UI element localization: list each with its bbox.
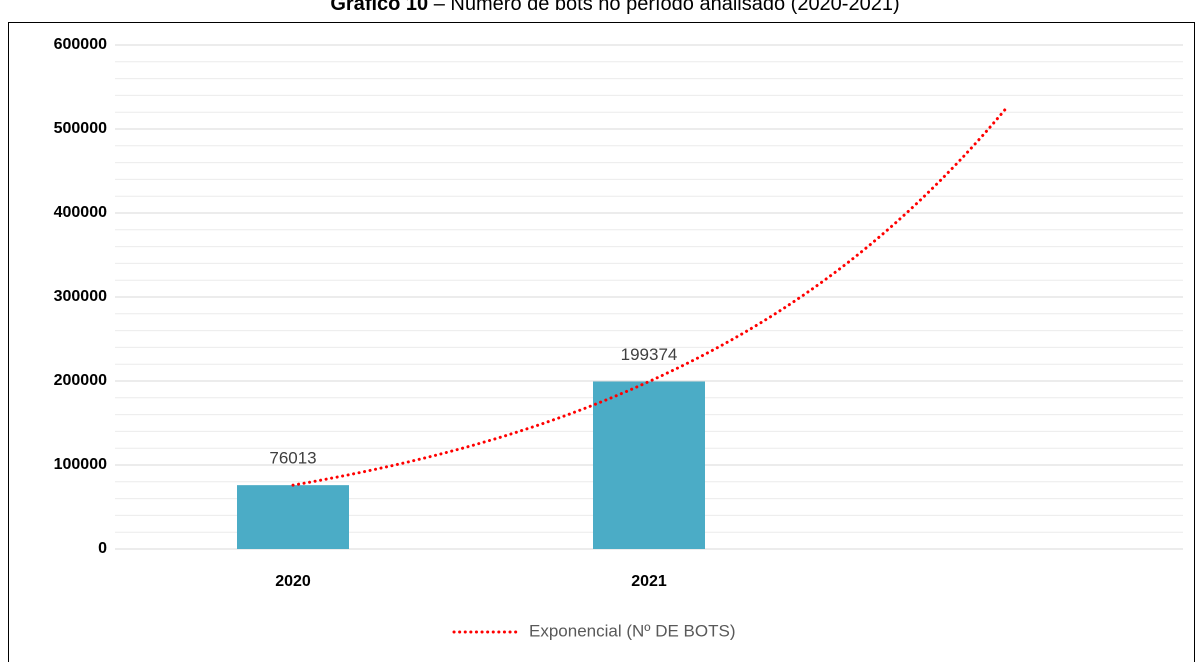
y-tick-label: 600000 — [54, 36, 107, 53]
x-tick-label: 2021 — [631, 573, 667, 590]
data-label: 199374 — [621, 345, 678, 364]
y-tick-label: 100000 — [54, 456, 107, 473]
title-prefix: Gráfico 10 — [330, 0, 428, 15]
bar — [593, 381, 705, 549]
x-tick-label: 2020 — [275, 573, 311, 590]
y-tick-label: 400000 — [54, 204, 107, 221]
chart-title: Gráfico 10 – Número de bots no período a… — [330, 0, 899, 15]
y-tick-label: 0 — [98, 540, 107, 557]
chart-frame — [8, 22, 1195, 662]
title-text: – Número de bots no período analisado (2… — [434, 0, 900, 15]
bar — [237, 485, 349, 549]
y-tick-label: 500000 — [54, 120, 107, 137]
y-tick-label: 200000 — [54, 372, 107, 389]
legend-label: Exponencial (Nº DE BOTS) — [529, 621, 736, 640]
data-label: 76013 — [269, 449, 316, 468]
y-tick-label: 300000 — [54, 288, 107, 305]
